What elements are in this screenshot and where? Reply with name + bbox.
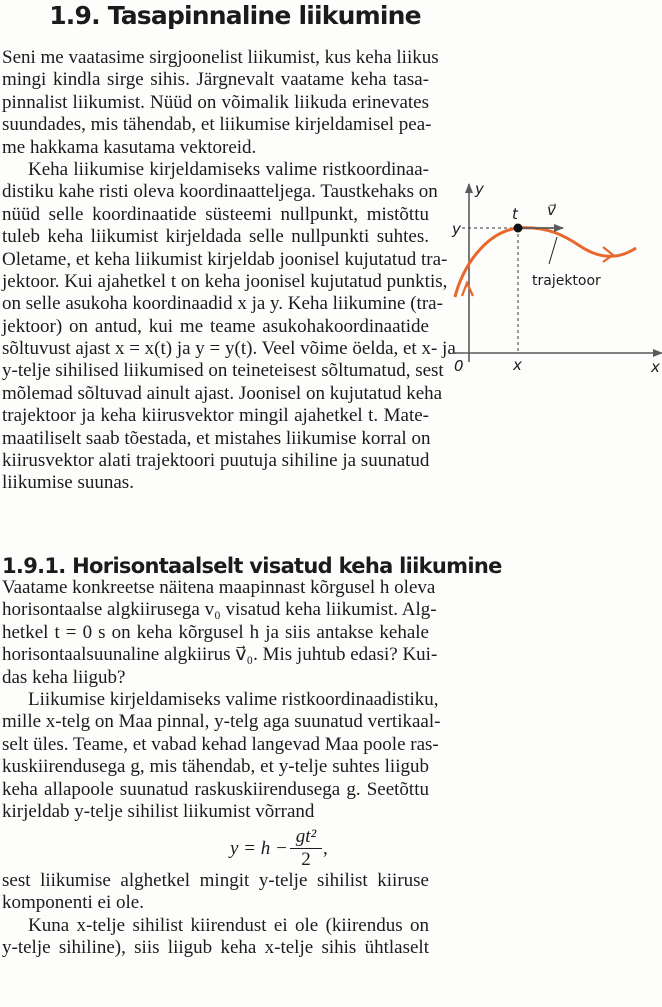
text-line: horisontaalse algkiirusega v₀ visatud ke… (2, 599, 437, 621)
paragraph: sest liikumise alghetkel mingit y-telje … (2, 870, 429, 915)
text-line: mingi kindla sirge sihis. Järgnevalt vaa… (2, 69, 429, 91)
trajectory-label: trajektoor (532, 273, 601, 289)
paragraph: Seni me vaatasime sirgjoonelist liikumis… (2, 47, 439, 159)
subsection-body-after: sest liikumise alghetkel mingit y-telje … (2, 870, 429, 960)
section-title: 1.9. Tasapinnaline liikumine (49, 1, 421, 30)
text-line: suundades, mis tähendab, et liikumise ki… (2, 114, 432, 136)
equation-fraction: gt² 2 (290, 826, 322, 871)
paragraph: Vaatame konkreetse näitena maapinnast kõ… (2, 577, 438, 689)
paragraph: Kuna x-telje sihilist kiirendust ei ole … (2, 915, 429, 960)
point-y-label: y (451, 220, 462, 238)
paragraph: Keha liikumise kirjeldamiseks valime ris… (2, 158, 456, 495)
text-line: y-telje sihilised liikumised on teinetei… (2, 360, 444, 382)
text-line: pinnalist liikumist. Nüüd on võimalik li… (2, 91, 429, 113)
equation: y = h − gt² 2 , (230, 826, 430, 886)
y-axis-label: y (474, 180, 485, 198)
text-line: me hakkama kasutama vektoreid. (2, 136, 257, 158)
text-line: hetkel t = 0 s on keha kõrgusel h ja sii… (2, 621, 429, 643)
trajectory-leader-line (548, 236, 558, 265)
text-line: sest liikumise alghetkel mingit y-telje … (2, 870, 429, 891)
text-line: selt üles. Teame, et vabad kehad langeva… (2, 733, 439, 755)
text-line: keha allapoole suunatud raskuskiirenduse… (2, 778, 429, 800)
x-axis-label: x (650, 358, 660, 376)
text-line: komponenti ei ole. (2, 892, 144, 914)
text-line: kiirusvektor alati trajektoori puutuja s… (2, 450, 430, 472)
origin-label: 0 (454, 357, 464, 375)
point-x-label: x (512, 356, 522, 374)
text-line: sõltuvust ajast x = x(t) ja y = y(t). Ve… (2, 338, 456, 360)
trajectory-direction-arrow (460, 280, 474, 297)
section-body: Seni me vaatasime sirgjoonelist liikumis… (2, 47, 456, 495)
text-line: on selle asukoha koordinaadid x ja y. Ke… (2, 293, 443, 315)
text-line: distiku kahe risti oleva koordinaattelje… (2, 181, 438, 203)
text-line: Keha liikumise kirjeldamiseks valime ris… (28, 158, 429, 180)
text-line: kirjeldab y-telje sihilist liikumist võr… (2, 800, 315, 822)
text-line: trajektoor ja keha kiirusvektor mingil a… (2, 405, 429, 427)
equation-denominator: 2 (301, 849, 311, 870)
trajectory-curve (453, 226, 637, 298)
text-line: Vaatame konkreetse näitena maapinnast kõ… (2, 577, 436, 598)
body-point (513, 223, 523, 233)
equation-lhs: y = h − (230, 838, 288, 859)
subsection-title: 1.9.1. Horisontaalselt visatud keha liik… (2, 554, 502, 578)
text-line: y-telje sihiline), siis liigub keha x-te… (2, 937, 429, 959)
text-line: horisontaalsuunaline algkiirus v⃗₀. Mis … (2, 644, 438, 666)
text-line: jektoor) on antud, kui me teame asukohak… (2, 315, 429, 337)
time-label: t (512, 205, 519, 223)
trajectory-direction-arrow (602, 246, 615, 263)
text-line: Seni me vaatasime sirgjoonelist liikumis… (2, 47, 439, 68)
subsection-body-before: Vaatame konkreetse näitena maapinnast kõ… (2, 577, 441, 823)
text-line: mõlemad sõltuvad ainult ajast. Joonisel … (2, 382, 443, 404)
text-line: maatiliselt saab tõestada, et mistahes l… (2, 427, 431, 449)
text-line: tuleb keha liikumist kirjeldada selle nu… (2, 226, 429, 248)
text-line: das keha liigub? (2, 666, 126, 688)
text-line: Oletame, et keha liikumist kirjeldab joo… (2, 248, 448, 270)
text-line: nüüd selle koordinaatide süsteemi nullpu… (2, 203, 429, 225)
text-line: Liikumise kirjeldamiseks valime ristkoor… (28, 688, 439, 710)
text-line: liikumise suunas. (2, 472, 134, 494)
equation-numerator: gt² (295, 826, 317, 847)
fraction-bar (290, 848, 322, 849)
text-line: kuskiirendusega g, mis tähendab, et y-te… (2, 756, 429, 778)
velocity-label: v⃗ (547, 201, 557, 219)
text-line: jektoor. Kui ajahetkel t on keha joonise… (2, 270, 448, 292)
text-line: Kuna x-telje sihilist kiirendust ei ole … (28, 914, 429, 936)
text-line: mille x-telg on Maa pinnal, y-telg aga s… (2, 711, 441, 733)
equation-comma: , (323, 838, 328, 859)
paragraph: Liikumise kirjeldamiseks valime ristkoor… (2, 688, 441, 823)
